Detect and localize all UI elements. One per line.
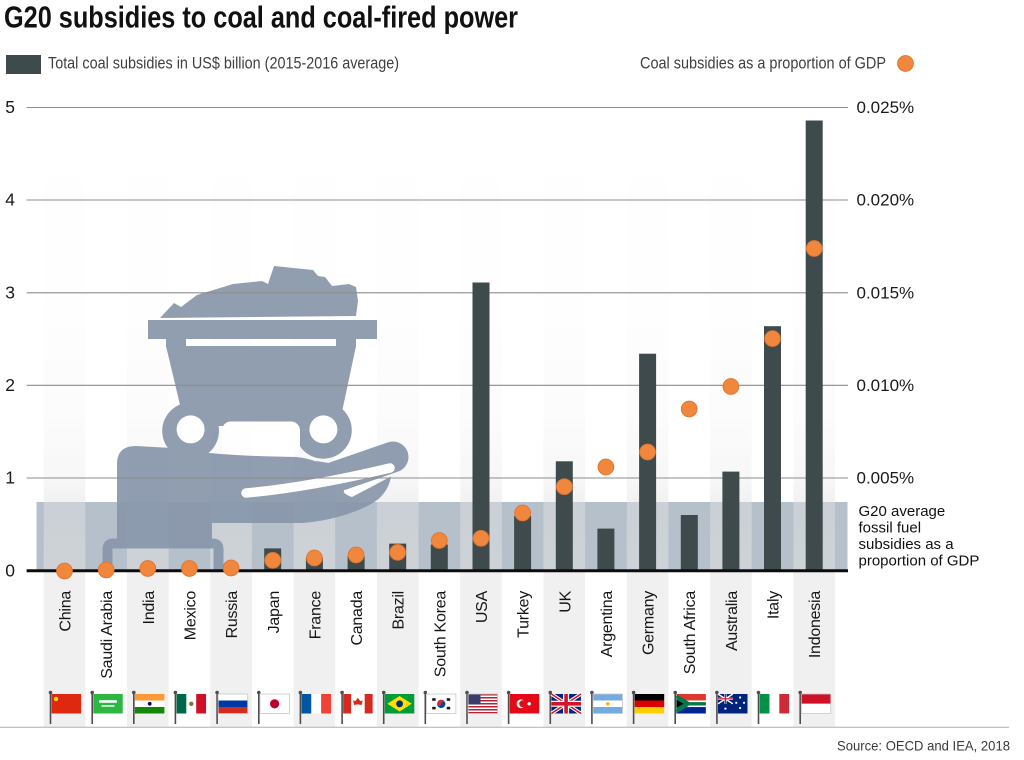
- svg-text:Italy: Italy: [766, 591, 783, 619]
- svg-text:Source: OECD and IEA, 2018: Source: OECD and IEA, 2018: [837, 738, 1010, 754]
- svg-text:Coal subsidies as a proportion: Coal subsidies as a proportion of GDP: [640, 54, 886, 73]
- svg-text:Australia: Australia: [724, 591, 741, 651]
- svg-text:0: 0: [5, 560, 15, 580]
- svg-text:subsidies as a: subsidies as a: [859, 536, 955, 553]
- svg-text:Mexico: Mexico: [182, 591, 199, 641]
- svg-text:India: India: [141, 591, 158, 625]
- svg-text:Germany: Germany: [641, 591, 658, 655]
- svg-text:2: 2: [5, 375, 15, 395]
- svg-text:Canada: Canada: [349, 591, 366, 646]
- svg-text:Turkey: Turkey: [516, 591, 533, 638]
- svg-text:Indonesia: Indonesia: [807, 591, 824, 658]
- svg-text:proportion of GDP: proportion of GDP: [859, 553, 980, 570]
- svg-text:3: 3: [5, 282, 15, 302]
- svg-text:G20 subsidies to coal and coal: G20 subsidies to coal and coal-fired pow…: [4, 0, 518, 35]
- svg-text:Japan: Japan: [266, 591, 283, 633]
- svg-text:0.015%: 0.015%: [857, 284, 915, 303]
- svg-text:USA: USA: [474, 590, 491, 623]
- svg-text:China: China: [58, 591, 75, 632]
- svg-text:4: 4: [5, 190, 15, 210]
- svg-text:fossil fuel: fossil fuel: [859, 520, 922, 537]
- svg-text:5: 5: [5, 97, 15, 117]
- svg-text:France: France: [307, 591, 324, 640]
- svg-text:Brazil: Brazil: [391, 591, 408, 630]
- svg-text:South Africa: South Africa: [682, 591, 699, 675]
- svg-text:Saudi Arabia: Saudi Arabia: [99, 591, 116, 679]
- svg-text:1: 1: [5, 468, 15, 488]
- svg-text:Total coal subsidies in US$ bi: Total coal subsidies in US$ billion (201…: [48, 54, 399, 73]
- svg-text:0.020%: 0.020%: [857, 191, 915, 210]
- svg-text:0.010%: 0.010%: [857, 376, 915, 395]
- svg-text:0.005%: 0.005%: [857, 469, 915, 488]
- svg-text:G20 average: G20 average: [859, 503, 946, 520]
- svg-text:Russia: Russia: [224, 591, 241, 639]
- svg-text:Argentina: Argentina: [599, 591, 616, 658]
- svg-text:South Korea: South Korea: [432, 591, 449, 678]
- svg-text:UK: UK: [557, 590, 574, 612]
- svg-text:0.025%: 0.025%: [857, 98, 915, 117]
